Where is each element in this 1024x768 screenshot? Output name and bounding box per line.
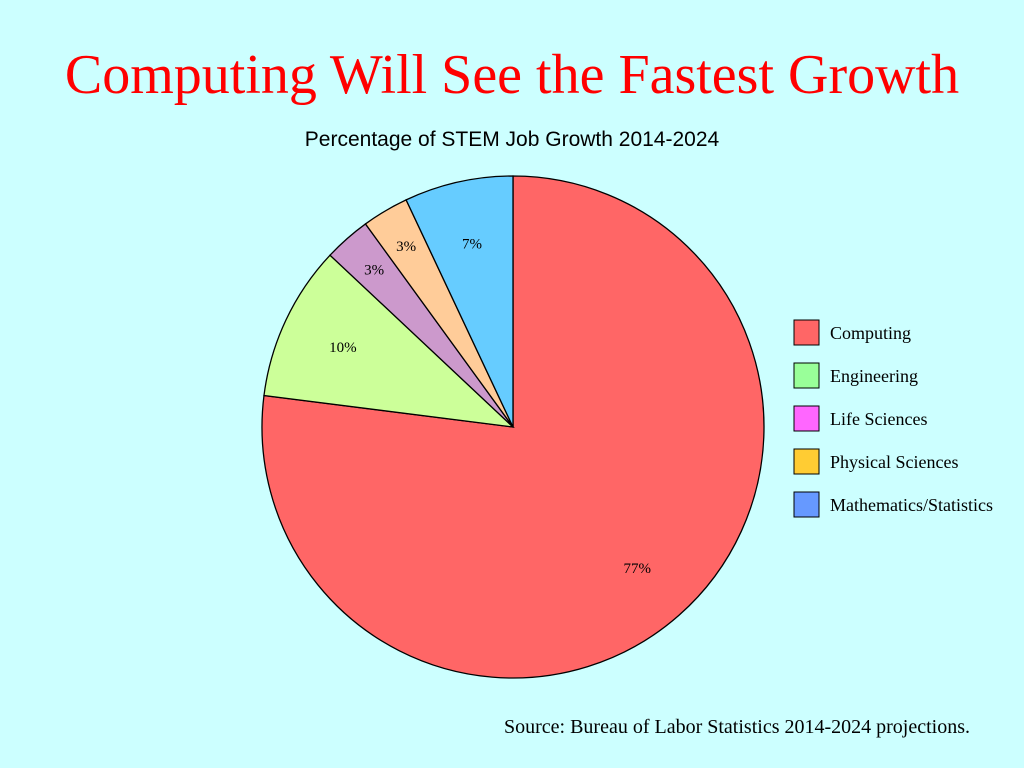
legend-label-mathematics-statistics: Mathematics/Statistics bbox=[830, 495, 993, 515]
legend-swatch-physical-sciences bbox=[793, 448, 820, 475]
legend-swatch-engineering bbox=[793, 362, 820, 389]
slice-label-life-sciences: 3% bbox=[364, 263, 384, 279]
legend-swatch-mathematics-statistics bbox=[793, 491, 820, 518]
slice-label-computing: 77% bbox=[624, 561, 652, 577]
slice-label-engineering: 10% bbox=[329, 340, 357, 356]
legend-label-life-sciences: Life Sciences bbox=[830, 409, 927, 429]
slice-label-physical-sciences: 3% bbox=[396, 239, 416, 255]
slice-label-mathematics-statistics: 7% bbox=[462, 237, 482, 253]
legend-label-computing: Computing bbox=[830, 323, 911, 343]
legend: Computing Engineering Life Sciences Physica… bbox=[793, 319, 993, 518]
source-note: Source: Bureau of Labor Statistics 2014-… bbox=[503, 716, 970, 738]
legend-label-physical-sciences: Physical Sciences bbox=[830, 452, 958, 472]
pie-slice-mathematics-statistics bbox=[405, 175, 514, 428]
legend-label-engineering: Engineering bbox=[830, 366, 918, 386]
chart-title: Percentage of STEM Job Growth 2014-2024 bbox=[305, 128, 720, 151]
slide-title: Computing Will See the Fastest Growth bbox=[64, 44, 960, 106]
legend-swatch-computing bbox=[793, 319, 820, 346]
pie-slices bbox=[261, 175, 765, 679]
legend-swatch-life-sciences bbox=[793, 405, 820, 432]
pie-slice-labels: 77% 10% 3% 3% 7% bbox=[329, 237, 651, 578]
pie-slice-engineering bbox=[263, 254, 515, 428]
